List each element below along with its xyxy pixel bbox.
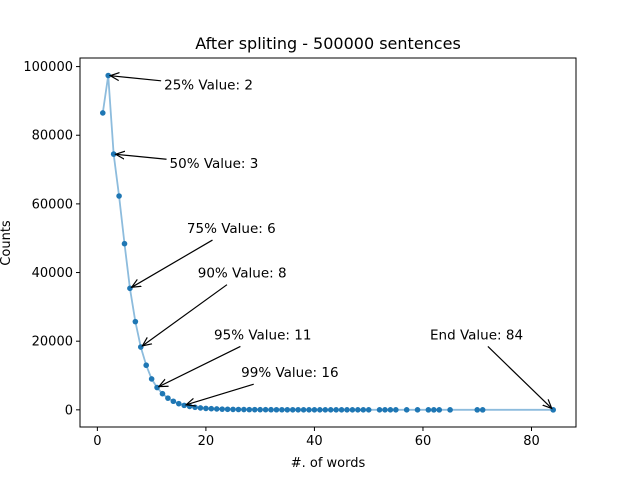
data-point <box>251 406 258 413</box>
annotation-arrow <box>142 284 228 346</box>
data-point <box>273 406 280 413</box>
annotation-label: 99% Value: 16 <box>241 365 338 381</box>
annotation-label: End Value: 84 <box>430 327 523 343</box>
data-point <box>132 318 139 325</box>
data-point <box>257 406 263 413</box>
data-point <box>295 406 301 413</box>
data-point <box>333 407 339 413</box>
data-point <box>192 404 198 411</box>
data-point <box>474 407 481 413</box>
data-point <box>311 407 318 413</box>
data-point <box>365 407 372 413</box>
series-points-group <box>99 72 557 413</box>
data-point <box>479 407 486 413</box>
data-point <box>338 407 345 413</box>
data-point <box>235 406 242 413</box>
data-point <box>110 151 117 157</box>
data-point <box>170 398 177 405</box>
data-point <box>224 406 231 413</box>
series-line <box>101 75 554 411</box>
data-point <box>403 407 410 413</box>
data-point <box>382 407 388 413</box>
x-tick-label: 20 <box>198 434 215 449</box>
data-point <box>241 406 247 413</box>
annotations-group: 25% Value: 2 50% Value: 3 75% Value: 6 90% … <box>110 76 552 409</box>
y-tick-label: 0 <box>65 403 73 418</box>
annotation-label: 25% Value: 2 <box>164 78 253 94</box>
data-point <box>349 407 356 413</box>
data-point <box>360 407 367 413</box>
x-tick-label: 80 <box>523 434 540 449</box>
y-tick-label: 20000 <box>32 335 73 350</box>
data-point <box>116 193 122 199</box>
data-point <box>105 72 112 79</box>
data-point <box>317 407 323 413</box>
data-point <box>268 406 274 413</box>
data-point <box>165 395 171 401</box>
data-point <box>300 406 307 413</box>
series-line-group <box>101 75 554 411</box>
data-point <box>219 406 225 412</box>
data-point <box>327 407 334 413</box>
x-tick-label: 40 <box>306 434 323 449</box>
x-tick-label: 0 <box>93 434 101 449</box>
annotation-arrow <box>159 345 241 386</box>
data-point <box>99 110 106 116</box>
y-axis: 0 20000 40000 60000 80000 100000 <box>23 60 80 418</box>
annotation-arrow <box>132 239 213 287</box>
data-point <box>414 407 421 413</box>
y-tick-label: 40000 <box>32 266 73 281</box>
annotation-label: 90% Value: 8 <box>198 266 287 282</box>
x-tick-label: 60 <box>415 434 432 449</box>
data-point <box>376 407 383 413</box>
data-point <box>208 405 215 412</box>
data-point <box>159 390 166 397</box>
data-point <box>425 407 432 413</box>
data-point <box>230 406 236 413</box>
data-point <box>387 407 394 413</box>
data-point <box>181 402 187 409</box>
data-point <box>203 405 209 412</box>
data-point <box>154 384 160 391</box>
data-point <box>262 406 269 413</box>
data-point <box>306 406 312 413</box>
data-point <box>148 376 155 382</box>
annotation-label: 50% Value: 3 <box>170 156 259 172</box>
data-point <box>289 406 296 413</box>
data-point <box>246 406 253 413</box>
y-tick-label: 60000 <box>32 197 73 212</box>
data-point <box>197 405 204 411</box>
y-tick-label: 80000 <box>32 129 73 144</box>
data-point <box>121 240 128 247</box>
data-point <box>279 406 285 413</box>
annotation-arrow <box>186 383 254 405</box>
data-point <box>284 406 291 413</box>
data-point <box>344 407 350 413</box>
data-point <box>355 407 361 413</box>
annotation-label: 95% Value: 11 <box>214 327 311 343</box>
data-point <box>322 407 329 413</box>
x-axis-title: #. of words <box>291 456 366 471</box>
data-point <box>447 407 453 413</box>
data-point <box>436 407 443 413</box>
annotation-arrow <box>116 154 167 160</box>
data-point <box>213 406 220 412</box>
data-point <box>431 407 437 413</box>
x-axis: 0 20 40 60 80 <box>93 427 540 449</box>
data-point <box>393 407 399 413</box>
annotation-arrow <box>110 76 162 82</box>
y-axis-title: Counts <box>0 220 14 266</box>
data-point <box>143 362 150 369</box>
data-point <box>127 285 133 292</box>
chart-title: After spliting - 500000 sentences <box>195 34 461 53</box>
data-point <box>175 400 182 407</box>
annotation-arrow <box>487 346 552 408</box>
y-tick-label: 100000 <box>23 60 73 75</box>
annotation-label: 75% Value: 6 <box>187 221 276 237</box>
plot-frame <box>79 57 577 428</box>
